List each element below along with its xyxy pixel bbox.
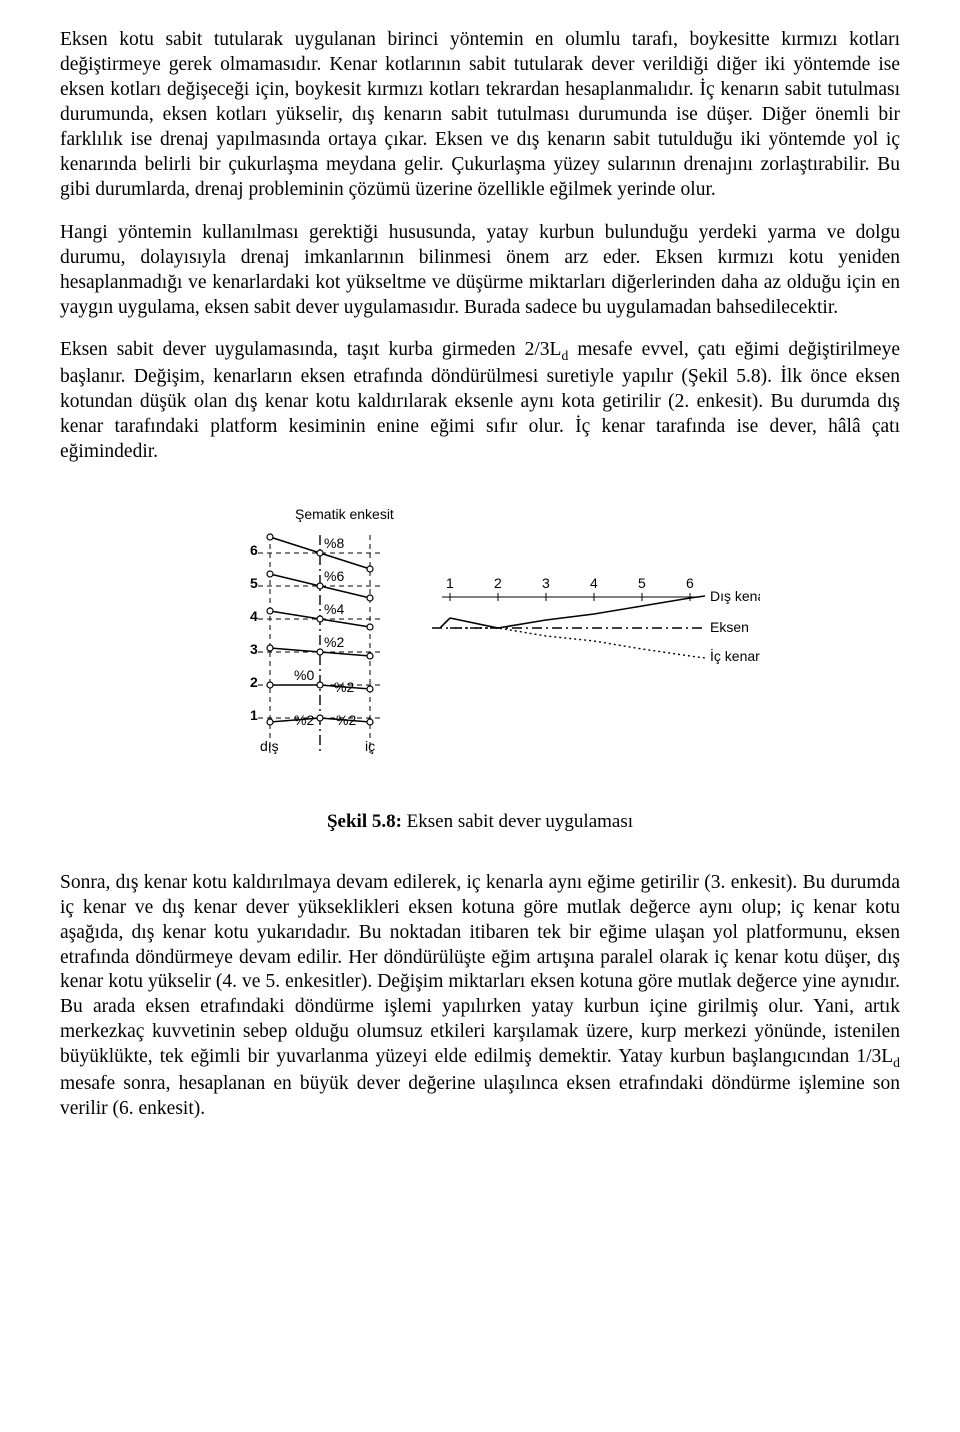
row-num-2: 2	[250, 674, 258, 690]
page: Eksen kotu sabit tutularak uygulanan bir…	[0, 0, 960, 1432]
paragraph-4a: Sonra, dış kenar kotu kaldırılmaya devam…	[60, 872, 900, 1068]
pct-row2-left: %0	[294, 667, 314, 683]
ic-kenar-line	[450, 628, 705, 658]
row-num-3: 3	[250, 641, 258, 657]
paragraph-3a: Eksen sabit dever uygulamasında, taşıt k…	[60, 339, 561, 360]
figure-5-8-caption-text: Eksen sabit dever uygulaması	[402, 811, 633, 832]
label-dis-kenar: Dış kenar	[710, 588, 760, 604]
paragraph-2: Hangi yöntemin kullanılması gerektiği hu…	[60, 221, 900, 321]
dis-kenar-line	[450, 596, 705, 628]
pct-row6: %8	[324, 535, 344, 551]
pct-row4: %4	[324, 601, 344, 617]
row-num-4: 4	[250, 608, 258, 624]
paragraph-3: Eksen sabit dever uygulamasında, taşıt k…	[60, 338, 900, 464]
label-dis: dış	[260, 738, 279, 754]
plan-3: 3	[542, 575, 550, 591]
paragraph-4b: mesafe sonra, hesaplanan en büyük dever …	[60, 1073, 900, 1119]
paragraph-4-sub: d	[893, 1055, 900, 1070]
plan-6: 6	[686, 575, 694, 591]
plan-4: 4	[590, 575, 598, 591]
label-ic: iç	[365, 738, 375, 754]
plan-2: 2	[494, 575, 502, 591]
paragraph-1: Eksen kotu sabit tutularak uygulanan bir…	[60, 28, 900, 203]
schematic-title: Şematik enkesit	[295, 506, 394, 522]
figure-5-8: Şematik enkesit 6 5 4 3 2 1	[60, 493, 900, 863]
plan-1: 1	[446, 575, 454, 591]
pct-row3: %2	[324, 634, 344, 650]
figure-5-8-caption-label: Şekil 5.8:	[327, 811, 402, 832]
row-num-1: 1	[250, 707, 258, 723]
plan-5: 5	[638, 575, 646, 591]
row-num-5: 5	[250, 575, 258, 591]
label-ic-kenar: İç kenar	[710, 647, 760, 664]
paragraph-4: Sonra, dış kenar kotu kaldırılmaya devam…	[60, 871, 900, 1122]
label-eksen: Eksen	[710, 619, 749, 635]
row-num-6: 6	[250, 542, 258, 558]
pct-row5: %6	[324, 568, 344, 584]
figure-5-8-caption: Şekil 5.8: Eksen sabit dever uygulaması	[327, 811, 633, 833]
figure-5-8-svg: Şematik enkesit 6 5 4 3 2 1	[200, 493, 760, 793]
